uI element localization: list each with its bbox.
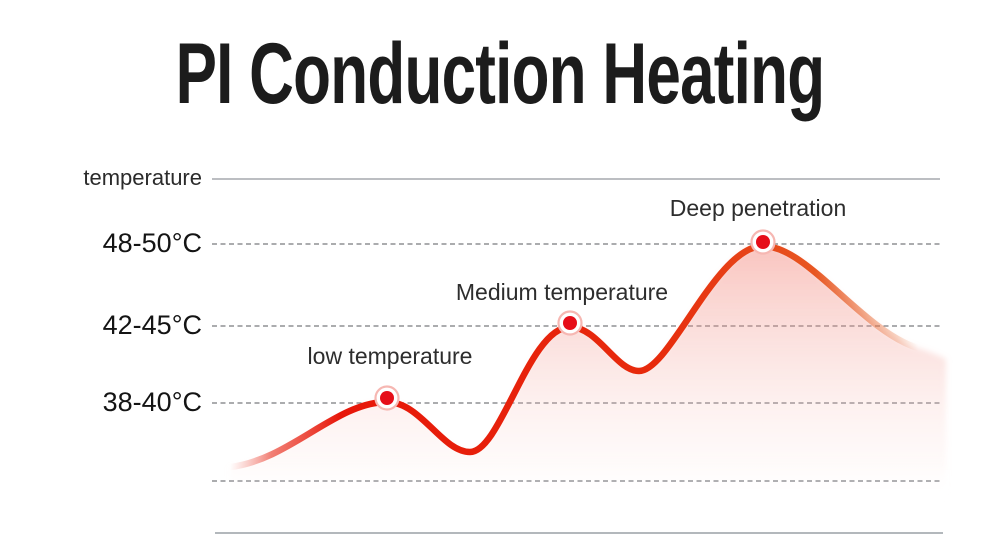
peak-marker-medium — [557, 310, 583, 336]
peak-label-medium: Medium temperature — [455, 279, 669, 305]
peak-marker-low — [374, 385, 400, 411]
y-tick-48-50: 48-50°C — [102, 228, 202, 258]
y-tick-42-45: 42-45°C — [102, 310, 202, 340]
y-tick-38-40: 38-40°C — [102, 387, 202, 417]
curve-area-fill — [230, 246, 946, 503]
page-title: PI Conduction Heating — [175, 26, 825, 122]
peak-marker-deep — [750, 229, 776, 255]
peak-label-low: low temperature — [307, 343, 473, 369]
y-axis-title: temperature — [83, 165, 202, 190]
peak-label-deep: Deep penetration — [669, 195, 847, 221]
